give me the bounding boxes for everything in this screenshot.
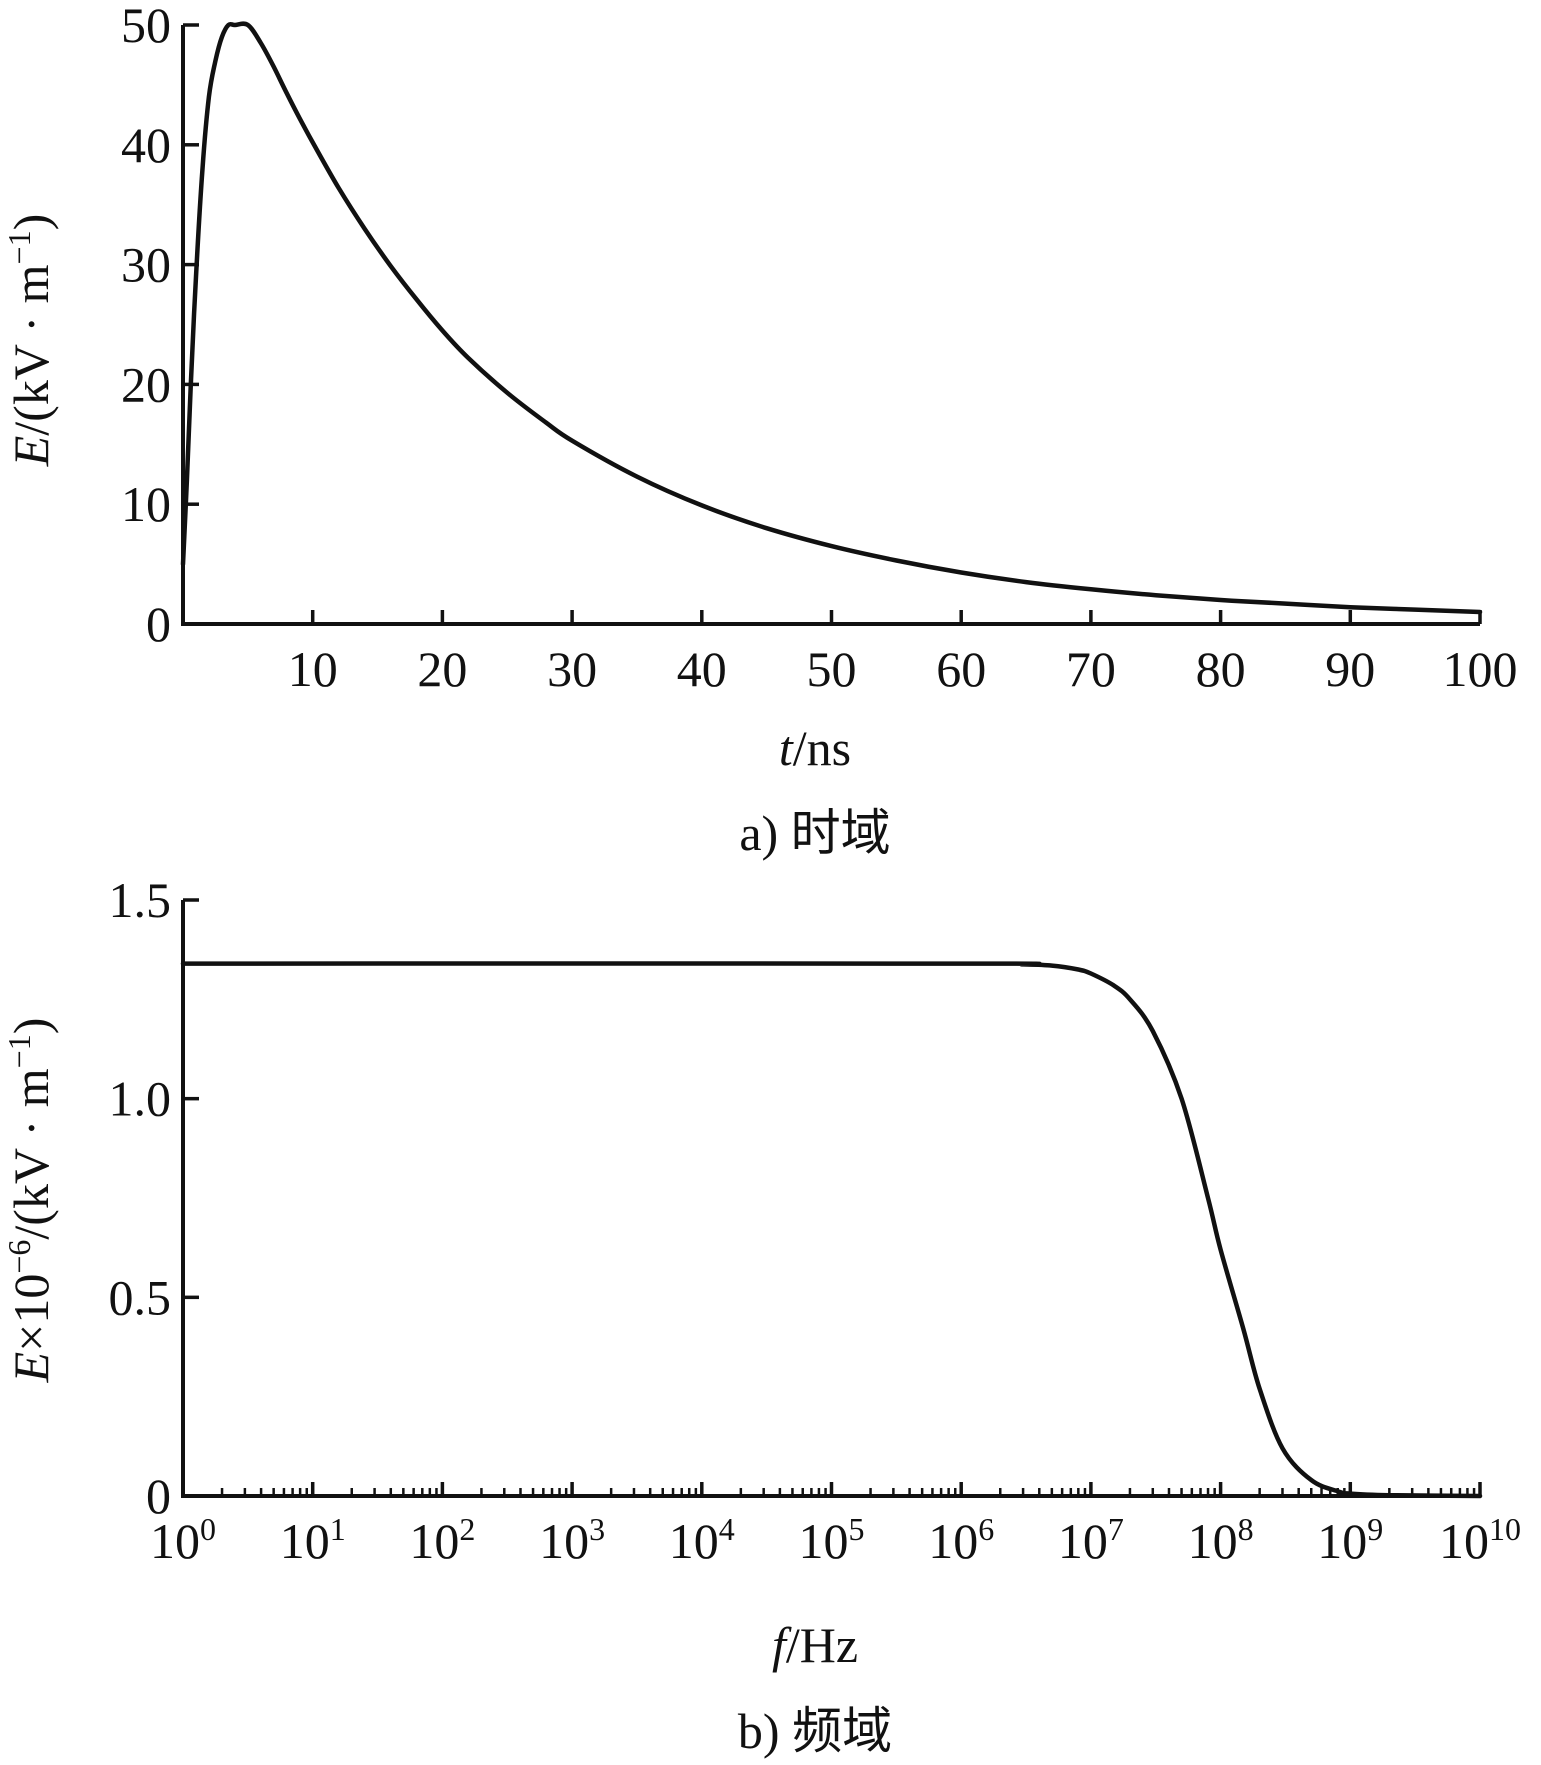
a-x-tick-label: 30 — [547, 641, 597, 697]
time-domain-axes — [181, 25, 1480, 626]
b-y-tick-label: 0.5 — [109, 1269, 172, 1325]
a-x-tick-label: 40 — [677, 641, 727, 697]
time-domain-chart: 10 20 30 40 50 60 70 80 90 100 0 10 20 30 40 50 t/ns E/… — [1, 0, 1518, 861]
a-y-tick-label: 20 — [121, 356, 171, 412]
frequency-domain-caption: b) 频域 — [738, 1703, 892, 1759]
a-x-tick-label: 50 — [807, 641, 857, 697]
a-x-tick-label: 20 — [417, 641, 467, 697]
a-x-tick-label: 60 — [936, 641, 986, 697]
frequency-domain-x-axis-label: f/Hz — [772, 1617, 858, 1673]
a-x-tick-label: 10 — [288, 641, 338, 697]
b-x-tick-label: 101 — [280, 1511, 346, 1569]
b-y-tick-label: 1.5 — [109, 872, 172, 928]
b-x-tick-label: 104 — [669, 1511, 735, 1569]
frequency-domain-chart: 100 101 102 103 104 105 106 107 108 109 1010 0 0.5 1.… — [1, 872, 1521, 1759]
a-y-tick-label: 50 — [121, 0, 171, 53]
time-domain-x-axis-label: t/ns — [779, 720, 851, 776]
b-x-tick-label: 108 — [1188, 1511, 1254, 1569]
frequency-domain-y-axis-label: E×10−6/(kV · m−1) — [1, 1018, 59, 1384]
b-x-tick-label: 100 — [150, 1511, 216, 1569]
a-x-tick-label: 70 — [1066, 641, 1116, 697]
b-x-tick-label: 102 — [409, 1511, 475, 1569]
frequency-domain-tick-labels: 100 101 102 103 104 105 106 107 108 109 1010 0 0.5 1.… — [109, 872, 1522, 1569]
time-domain-axis-ticks — [183, 23, 1482, 626]
a-y-tick-label: 40 — [121, 117, 171, 173]
frequency-domain-axes — [181, 900, 1480, 1498]
b-y-tick-label: 0 — [146, 1468, 171, 1524]
time-domain-caption: a) 时域 — [739, 805, 890, 861]
a-y-tick-label: 0 — [146, 596, 171, 652]
a-x-tick-label: 100 — [1443, 641, 1518, 697]
a-x-tick-label: 90 — [1325, 641, 1375, 697]
b-x-tick-label: 103 — [539, 1511, 605, 1569]
frequency-domain-series-line — [180, 961, 1483, 1499]
time-domain-y-axis-label: E/(kV · m−1) — [1, 214, 59, 468]
time-domain-series-line — [180, 21, 1483, 615]
a-y-tick-label: 10 — [121, 476, 171, 532]
frequency-domain-axis-ticks — [181, 898, 1482, 1498]
b-x-tick-label: 109 — [1317, 1511, 1383, 1569]
a-y-tick-label: 30 — [121, 237, 171, 293]
b-x-tick-label: 105 — [799, 1511, 865, 1569]
b-y-tick-label: 1.0 — [109, 1071, 172, 1127]
time-domain-tick-labels: 10 20 30 40 50 60 70 80 90 100 0 10 20 30 40 50 — [121, 0, 1518, 697]
b-x-tick-label: 107 — [1058, 1511, 1124, 1569]
b-x-tick-label: 1010 — [1439, 1511, 1521, 1569]
b-x-tick-label: 106 — [928, 1511, 994, 1569]
a-x-tick-label: 80 — [1196, 641, 1246, 697]
